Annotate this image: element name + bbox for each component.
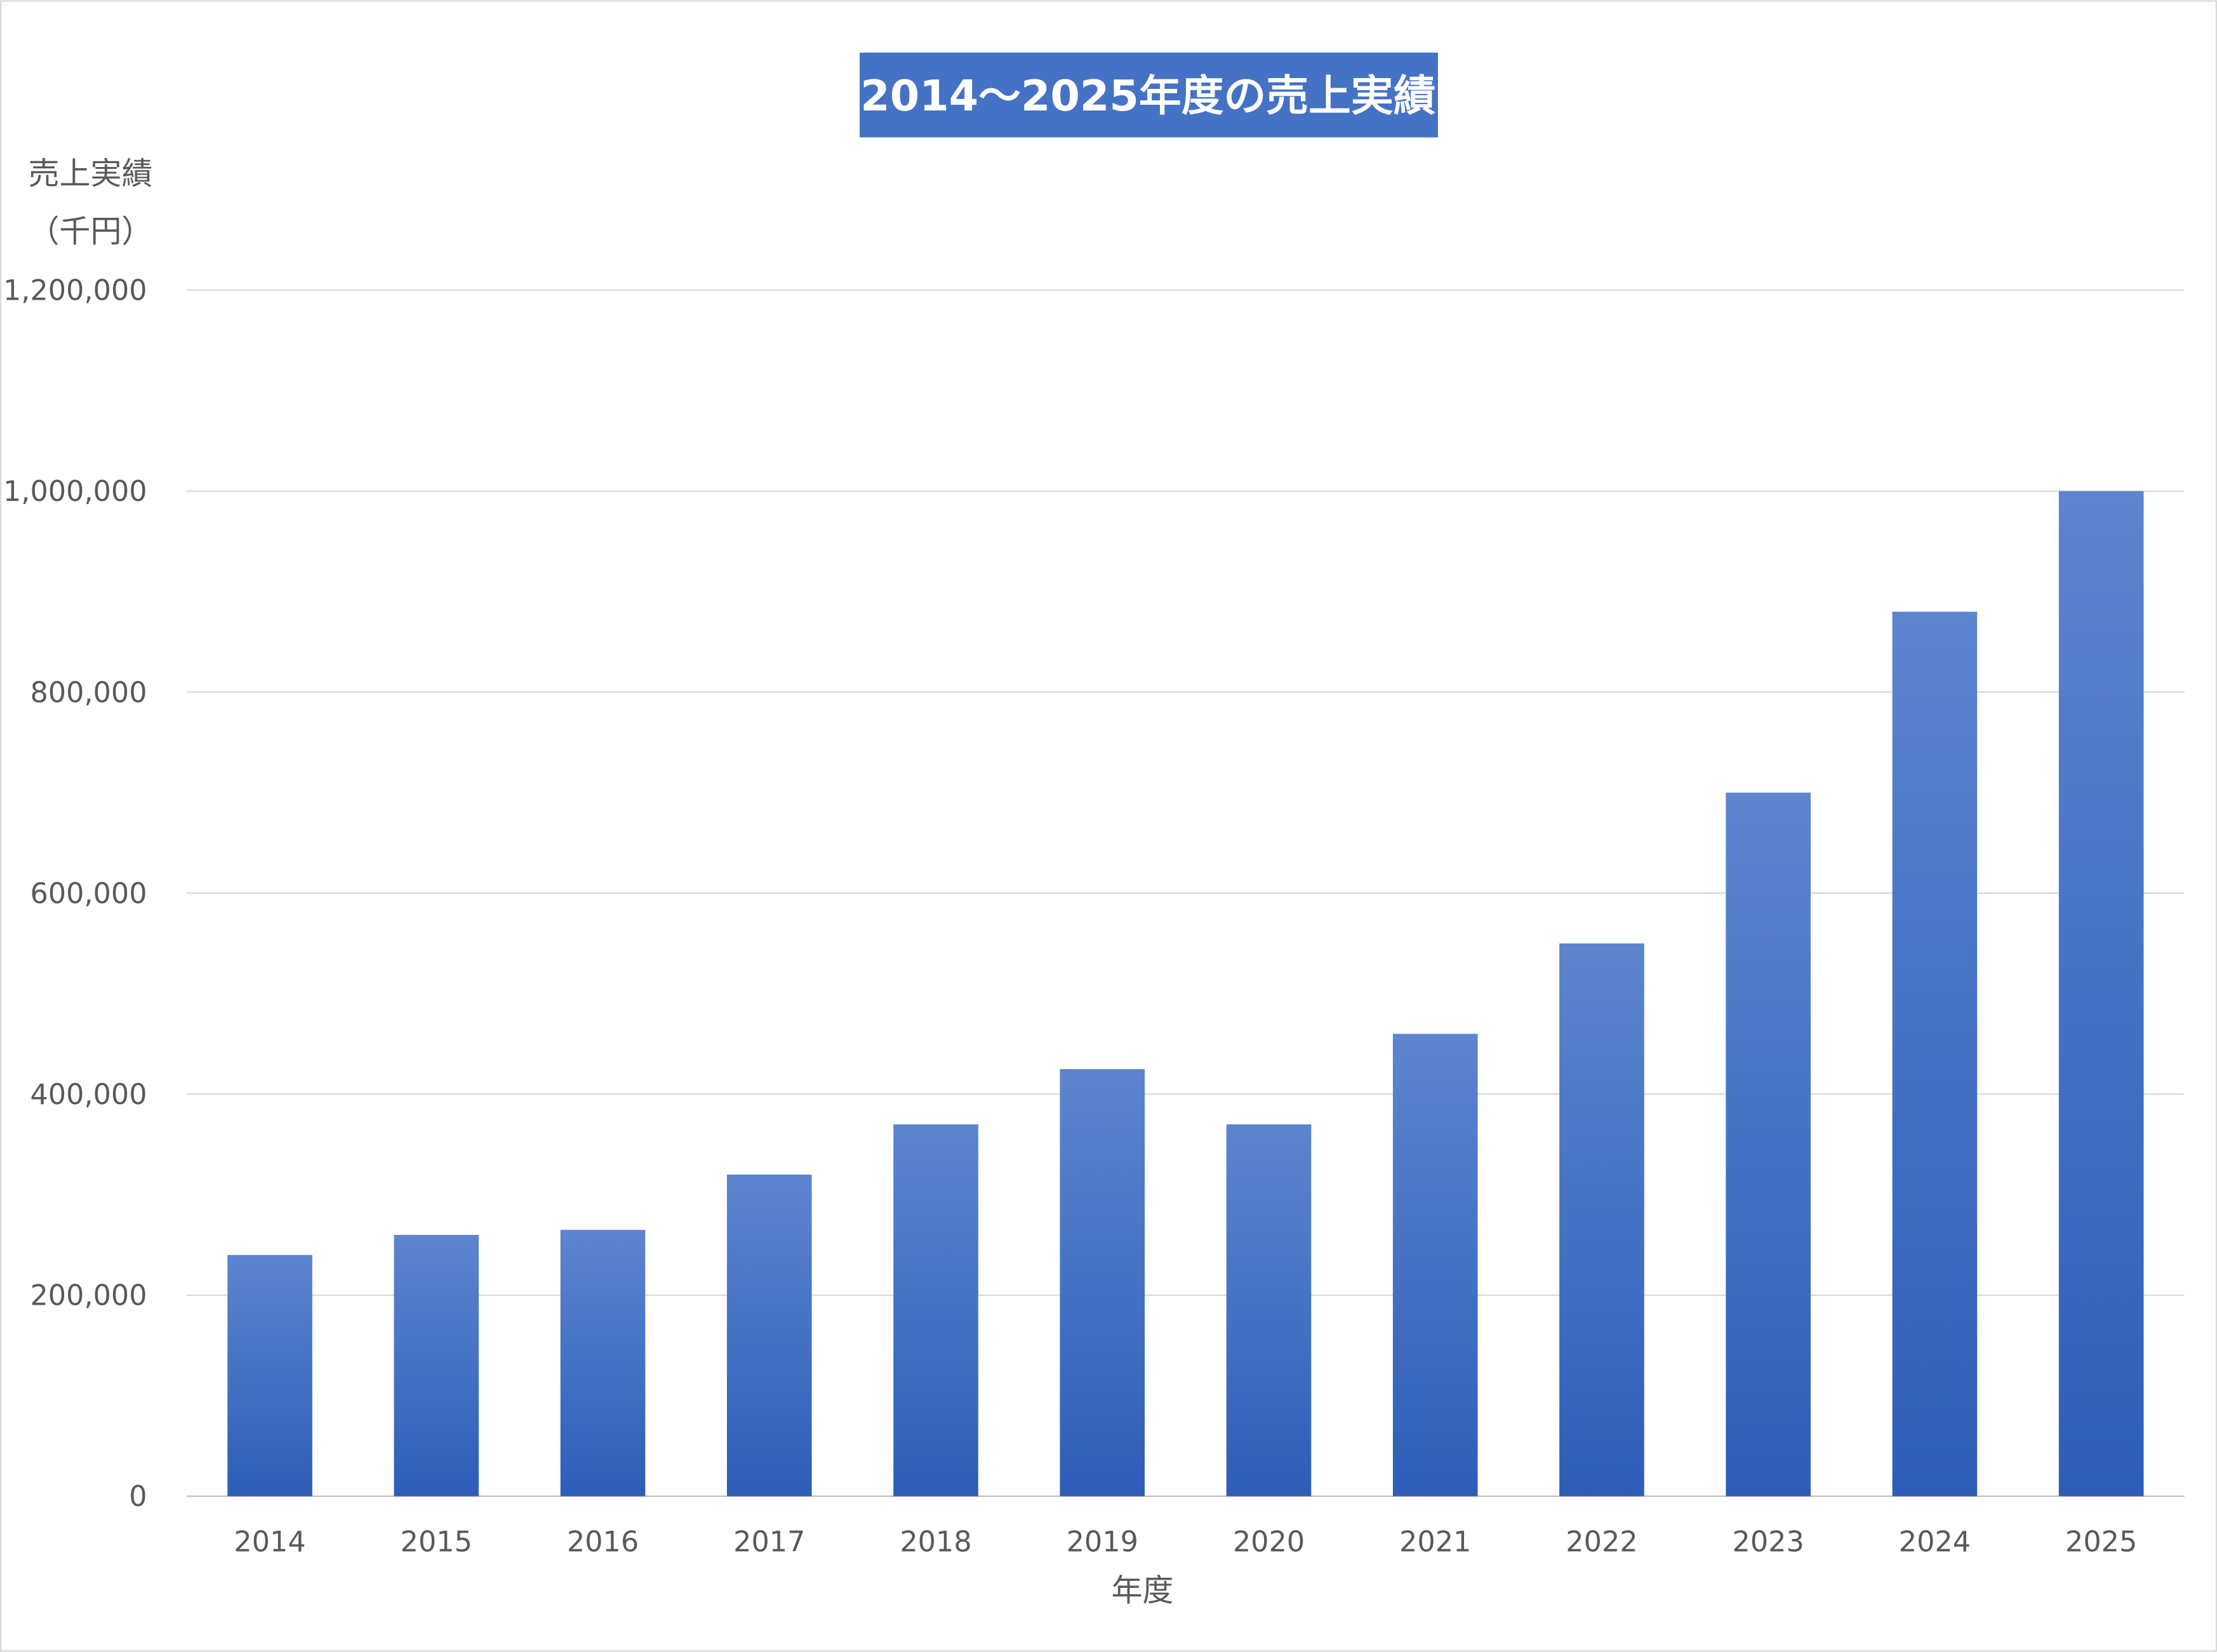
x-tick-label: 2021 [1399, 1525, 1471, 1558]
x-axis-ticks: 2014 2015 2016 2017 2018 2019 2020 2021 2022 2023… [234, 1525, 2137, 1558]
x-tick-label: 2016 [567, 1525, 639, 1558]
x-tick-label: 2022 [1566, 1525, 1637, 1558]
bar-2025 [2058, 491, 2144, 1496]
x-tick-label: 2023 [1733, 1525, 1804, 1558]
chart-title: 2014～2025年度の売上実績 [860, 71, 1435, 121]
y-tick-label: 1,000,000 [3, 475, 147, 508]
x-tick-label: 2019 [1067, 1525, 1138, 1558]
x-tick-label: 2018 [900, 1525, 971, 1558]
chart-title-background [860, 52, 1438, 138]
x-tick-label: 2017 [733, 1525, 805, 1558]
y-tick-label: 1,200,000 [3, 274, 147, 307]
bar-2017 [726, 1175, 812, 1496]
bar-2016 [560, 1230, 646, 1496]
bar-2023 [1726, 792, 1811, 1496]
x-tick-label: 2015 [401, 1525, 472, 1558]
bar-2018 [893, 1124, 978, 1496]
x-tick-label: 2024 [1899, 1525, 1971, 1558]
y-axis-ticks: 0 200,000 400,000 600,000 800,000 1,000,000 1,… [3, 274, 147, 1514]
bar-2022 [1559, 943, 1644, 1496]
y-tick-label: 400,000 [30, 1078, 147, 1111]
gridlines [186, 289, 2185, 1497]
y-tick-label: 600,000 [30, 877, 147, 910]
y-axis-label-line2: （千円） [29, 213, 153, 250]
bar-2019 [1060, 1069, 1145, 1496]
y-tick-label: 800,000 [30, 676, 147, 709]
y-tick-label: 0 [129, 1480, 147, 1513]
x-tick-label: 2025 [2065, 1525, 2137, 1558]
bar-2015 [394, 1235, 479, 1496]
bars [227, 491, 2144, 1496]
x-tick-label: 2014 [234, 1525, 305, 1558]
bar-2021 [1392, 1034, 1478, 1496]
x-tick-label: 2020 [1233, 1525, 1305, 1558]
x-axis-label: 年度 [1111, 1572, 1173, 1608]
bar-2024 [1892, 611, 1978, 1496]
bar-2014 [227, 1255, 312, 1496]
y-axis-label-line1: 売上実績 [29, 156, 153, 192]
bar-2020 [1226, 1124, 1312, 1496]
y-tick-label: 200,000 [30, 1279, 147, 1312]
